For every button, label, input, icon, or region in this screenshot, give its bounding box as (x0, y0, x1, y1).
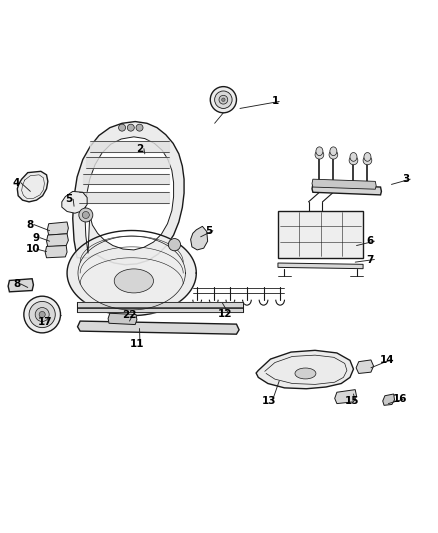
Circle shape (119, 124, 126, 131)
Text: 13: 13 (262, 396, 276, 406)
Circle shape (349, 156, 358, 165)
Circle shape (315, 150, 324, 159)
Text: 5: 5 (65, 194, 73, 204)
Ellipse shape (114, 269, 153, 293)
Polygon shape (73, 122, 184, 265)
Ellipse shape (364, 152, 371, 161)
Text: 10: 10 (26, 244, 41, 254)
Polygon shape (78, 321, 239, 334)
Polygon shape (312, 179, 376, 189)
Text: 3: 3 (403, 174, 410, 184)
Text: 5: 5 (205, 225, 212, 236)
Text: 16: 16 (393, 394, 407, 404)
Polygon shape (191, 227, 208, 250)
Text: 22: 22 (122, 310, 137, 320)
Circle shape (363, 156, 372, 165)
Text: 12: 12 (218, 309, 233, 319)
Circle shape (35, 308, 49, 321)
Text: 8: 8 (26, 220, 33, 230)
Text: 15: 15 (345, 396, 359, 406)
Circle shape (24, 296, 60, 333)
Circle shape (210, 87, 237, 113)
Text: 17: 17 (38, 317, 53, 327)
Circle shape (329, 150, 338, 159)
Polygon shape (256, 350, 353, 389)
Circle shape (82, 212, 89, 219)
Ellipse shape (350, 152, 357, 161)
Ellipse shape (295, 368, 316, 379)
Polygon shape (67, 230, 196, 316)
Polygon shape (62, 191, 87, 213)
Text: 11: 11 (130, 339, 144, 349)
Polygon shape (356, 360, 374, 374)
Polygon shape (312, 184, 381, 195)
Circle shape (222, 98, 225, 101)
Circle shape (136, 124, 143, 131)
Polygon shape (45, 246, 67, 258)
Polygon shape (8, 279, 33, 292)
Text: 1: 1 (272, 96, 279, 107)
Circle shape (219, 95, 228, 104)
Circle shape (215, 91, 232, 108)
Text: 8: 8 (13, 279, 20, 289)
Text: 6: 6 (367, 236, 374, 246)
Polygon shape (278, 211, 363, 258)
Circle shape (39, 311, 45, 318)
Polygon shape (85, 137, 173, 253)
Polygon shape (46, 234, 68, 247)
Text: 2: 2 (136, 143, 143, 154)
Text: 4: 4 (13, 177, 20, 188)
Text: 14: 14 (380, 355, 394, 365)
Text: 7: 7 (367, 255, 374, 264)
Polygon shape (17, 171, 48, 202)
Polygon shape (47, 222, 68, 235)
Polygon shape (278, 263, 363, 269)
Circle shape (127, 124, 134, 131)
Text: 9: 9 (32, 233, 39, 243)
Circle shape (79, 208, 93, 222)
Circle shape (168, 239, 180, 251)
Polygon shape (383, 394, 395, 405)
Circle shape (29, 302, 55, 328)
Polygon shape (335, 390, 357, 403)
Polygon shape (108, 313, 137, 325)
Ellipse shape (316, 147, 323, 156)
Ellipse shape (330, 147, 337, 156)
